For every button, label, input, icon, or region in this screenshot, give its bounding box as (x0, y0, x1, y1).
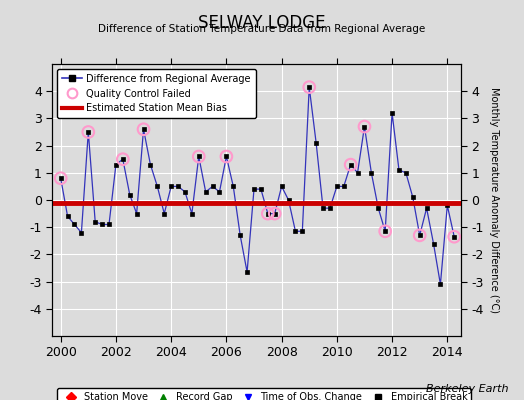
Point (57, 175, 65, 182)
Point (264, 210, 272, 217)
Point (270, 210, 279, 217)
Point (305, 84, 313, 90)
Y-axis label: Monthly Temperature Anomaly Difference (°C): Monthly Temperature Anomaly Difference (… (489, 87, 499, 313)
Point (118, 156, 127, 162)
Point (346, 162, 355, 168)
Point (361, 123, 369, 130)
Text: SELWAY LODGE: SELWAY LODGE (198, 14, 326, 32)
Point (381, 228, 389, 234)
Legend: Station Move, Record Gap, Time of Obs. Change, Empirical Break: Station Move, Record Gap, Time of Obs. C… (57, 388, 471, 400)
Text: Difference of Station Temperature Data from Regional Average: Difference of Station Temperature Data f… (99, 24, 425, 34)
Point (194, 153, 203, 160)
Point (416, 232, 424, 238)
Text: Berkeley Earth: Berkeley Earth (426, 384, 508, 394)
Point (450, 234, 458, 240)
Point (222, 153, 231, 160)
Point (139, 126, 148, 132)
Point (84, 129, 93, 135)
